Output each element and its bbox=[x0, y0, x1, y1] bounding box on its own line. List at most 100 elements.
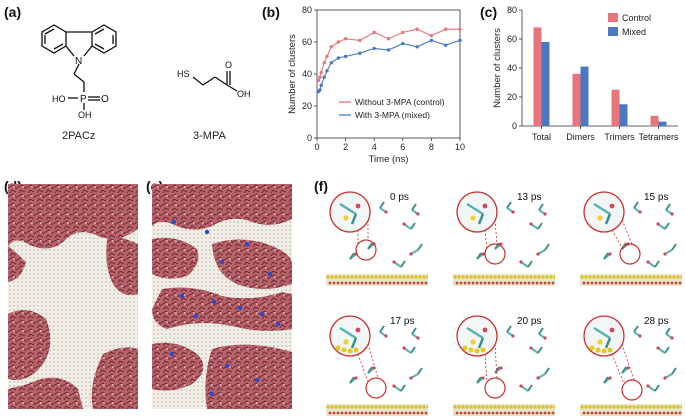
data-point bbox=[415, 45, 419, 49]
data-point bbox=[343, 37, 348, 41]
substrate-atom bbox=[535, 411, 539, 415]
substrate-atom bbox=[416, 281, 420, 285]
molecule-bond bbox=[466, 326, 484, 340]
substrate-atom bbox=[457, 405, 461, 409]
substrate-atom bbox=[598, 281, 602, 285]
substrate-atom bbox=[543, 411, 547, 415]
substrate-atom bbox=[607, 347, 613, 353]
zoom-connector bbox=[357, 353, 369, 383]
substrate-atom bbox=[634, 411, 638, 415]
data-point bbox=[325, 69, 329, 73]
x-tick-label: 6 bbox=[400, 142, 405, 152]
substrate-atom bbox=[376, 281, 380, 285]
series-line bbox=[318, 39, 461, 92]
time-label: 0 ps bbox=[390, 192, 409, 203]
data-point bbox=[343, 54, 348, 59]
legend-label: Without 3-MPA (control) bbox=[355, 97, 445, 107]
substrate-atom bbox=[342, 275, 346, 279]
substrate-atom bbox=[608, 275, 612, 279]
substrate-atom bbox=[586, 411, 590, 415]
bar bbox=[572, 73, 581, 126]
substrate-atom bbox=[380, 411, 384, 415]
zoom-connector bbox=[367, 343, 379, 379]
substrate-atom bbox=[348, 411, 352, 415]
y-tick-label: 0 bbox=[512, 121, 517, 131]
substrate-atom bbox=[616, 405, 620, 409]
substrate-atom bbox=[622, 411, 626, 415]
data-point bbox=[429, 38, 434, 43]
substrate-atom bbox=[471, 281, 475, 285]
molecule-bond bbox=[537, 346, 543, 354]
molecule-atom bbox=[670, 212, 674, 216]
substrate-atom bbox=[487, 281, 491, 285]
atom-oh: OH bbox=[78, 110, 92, 120]
molecule-bond bbox=[417, 243, 423, 251]
zoom-circle bbox=[456, 315, 498, 357]
bar bbox=[533, 27, 542, 126]
substrate-atom bbox=[648, 405, 652, 409]
molecule-atom bbox=[646, 384, 650, 388]
substrate-atom bbox=[358, 275, 362, 279]
substrate-atom bbox=[370, 275, 374, 279]
substrate-atom bbox=[612, 405, 616, 409]
substrate-atom bbox=[650, 411, 654, 415]
molecule-bond bbox=[621, 366, 627, 374]
molecule-bond bbox=[367, 242, 373, 250]
zoom-connector bbox=[484, 353, 488, 383]
substrate-atom bbox=[364, 411, 368, 415]
substrate-atom bbox=[676, 405, 680, 409]
molecule-bond bbox=[671, 367, 677, 375]
time-label: 28 ps bbox=[644, 316, 668, 327]
substrate-atom bbox=[654, 281, 658, 285]
substrate-atom bbox=[469, 405, 473, 409]
molecule-atom bbox=[392, 384, 396, 388]
substrate-atom bbox=[545, 275, 549, 279]
substrate-atom bbox=[412, 281, 416, 285]
molecule-bond bbox=[654, 384, 660, 392]
molecule-atom bbox=[511, 334, 515, 338]
molecule-bond bbox=[417, 367, 423, 375]
substrate-atom bbox=[632, 405, 636, 409]
substrate-atom bbox=[584, 275, 588, 279]
substrate-atom bbox=[354, 405, 358, 409]
substrate-atom bbox=[394, 275, 398, 279]
zoom-circle bbox=[329, 315, 371, 357]
data-point bbox=[336, 40, 341, 44]
sulfur-atom bbox=[470, 339, 476, 345]
legend-label: Mixed bbox=[622, 27, 646, 37]
molecule-atom bbox=[384, 334, 388, 338]
substrate-atom bbox=[539, 281, 543, 285]
substrate-atom bbox=[678, 411, 682, 415]
substrate-atom bbox=[360, 411, 364, 415]
zoom-connector bbox=[621, 343, 635, 381]
substrate-atom bbox=[467, 281, 471, 285]
substrate-atom bbox=[390, 405, 394, 409]
substrate-atom bbox=[386, 275, 390, 279]
data-point bbox=[319, 83, 323, 87]
data-point bbox=[401, 30, 405, 35]
substrate-atom bbox=[586, 281, 590, 285]
zoom-connector bbox=[484, 229, 488, 249]
substrate-atom bbox=[477, 275, 481, 279]
substrate-atom bbox=[580, 275, 584, 279]
substrate-atom bbox=[353, 347, 359, 353]
substrate-atom bbox=[551, 281, 555, 285]
highlight-circle bbox=[484, 243, 506, 265]
atom-n: N bbox=[75, 56, 82, 67]
atom-p: P bbox=[80, 94, 87, 105]
molecule-bond bbox=[411, 203, 417, 211]
molecule-atom bbox=[663, 376, 667, 380]
substrate-atom bbox=[370, 405, 374, 409]
substrate-atom bbox=[388, 411, 392, 415]
molecule-bond bbox=[349, 252, 355, 260]
molecule-atom bbox=[519, 384, 523, 388]
substrate-atom bbox=[648, 275, 652, 279]
substrate-atom bbox=[453, 405, 457, 409]
substrate-atom bbox=[618, 281, 622, 285]
data-point bbox=[329, 45, 333, 49]
substrate-atom bbox=[640, 275, 644, 279]
substrate-atom bbox=[595, 347, 601, 353]
molecule-atom bbox=[529, 346, 533, 350]
substrate-atom bbox=[396, 411, 400, 415]
substrate-atom bbox=[408, 411, 412, 415]
